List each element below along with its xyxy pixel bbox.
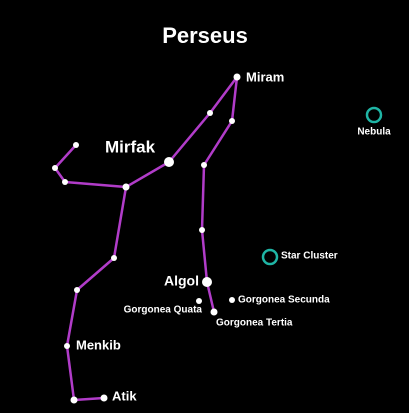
star xyxy=(229,118,235,124)
star xyxy=(111,255,117,261)
constellation-line xyxy=(65,186,128,402)
star-label: Menkib xyxy=(76,337,121,352)
star-label: Algol xyxy=(164,273,199,289)
star xyxy=(74,287,80,293)
star-label: Miram xyxy=(246,69,284,84)
star-label: Gorgonea Secunda xyxy=(238,295,330,306)
star-label: Gorgonea Quata xyxy=(124,305,203,316)
star xyxy=(233,73,241,81)
cluster-marker xyxy=(261,248,279,266)
object-label: Star Cluster xyxy=(281,251,338,262)
star xyxy=(100,394,108,402)
star xyxy=(73,142,79,148)
star xyxy=(122,183,130,191)
star-label: Atik xyxy=(112,388,137,403)
nebula-marker xyxy=(365,106,383,124)
title: Perseus xyxy=(162,23,248,48)
star xyxy=(229,297,235,303)
star xyxy=(196,298,202,304)
star xyxy=(70,396,78,404)
star xyxy=(64,343,70,349)
object-label: Nebula xyxy=(357,127,391,138)
star-label: Mirfak xyxy=(105,137,156,156)
stars xyxy=(52,73,241,404)
star xyxy=(52,165,58,171)
star xyxy=(210,308,218,316)
star xyxy=(62,179,68,185)
star xyxy=(199,227,205,233)
star xyxy=(201,162,207,168)
star xyxy=(207,110,213,116)
constellation-line xyxy=(200,76,239,313)
star-label: Gorgonea Tertia xyxy=(216,318,293,329)
star xyxy=(202,277,212,287)
star xyxy=(164,157,174,167)
